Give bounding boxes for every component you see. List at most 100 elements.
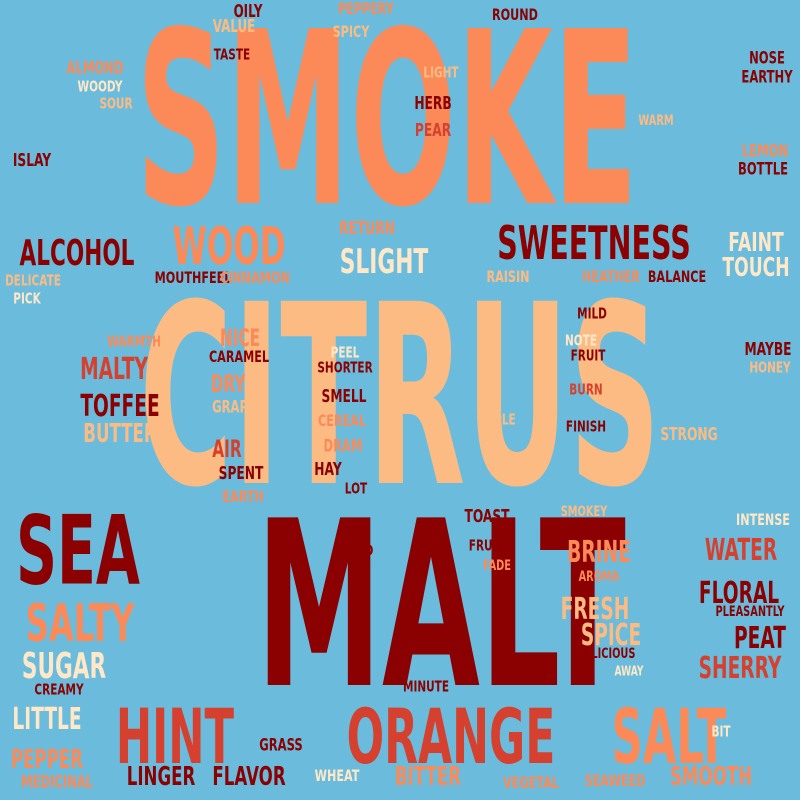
word-citrus: CITRUS: [139, 251, 661, 542]
word-lemon: LEMON: [741, 141, 789, 162]
word-cereal: CEREAL: [318, 411, 366, 430]
word-orange: ORANGE: [346, 692, 556, 781]
word-hint: HINT: [115, 692, 235, 781]
word-faint: FAINT: [728, 228, 784, 258]
word-wheat: WHEAT: [314, 766, 360, 785]
word-apple: APPLE: [478, 410, 516, 429]
word-end: END: [348, 541, 374, 560]
word-delicious: DELICIOUS: [576, 646, 636, 662]
word-touch: TOUCH: [722, 253, 790, 283]
word-burn: BURN: [569, 380, 603, 399]
word-pear: PEAR: [414, 120, 452, 141]
word-cinnamon: CINNAMON: [220, 268, 290, 287]
word-malt: MALT: [256, 473, 626, 740]
word-warmth: WARMTH: [107, 332, 161, 351]
word-aroma: AROMA: [578, 569, 620, 585]
word-pick: PICK: [13, 289, 41, 308]
word-caramel: CARAMEL: [208, 347, 270, 366]
word-grape: GRAPE: [212, 397, 256, 418]
word-round: ROUND: [492, 5, 538, 24]
word-lot: LOT: [344, 479, 368, 498]
word-pleasantly: PLEASANTLY: [715, 604, 785, 620]
word-vegetal: VEGETAL: [503, 773, 559, 792]
word-maybe: MAYBE: [744, 339, 792, 360]
word-heather: HEATHER: [581, 267, 641, 286]
word-smell: SMELL: [321, 386, 367, 407]
word-woody: WOODY: [77, 77, 123, 96]
word-little: LITTLE: [12, 702, 82, 737]
word-smoke: SMOKE: [135, 0, 639, 260]
word-nice: NICE: [219, 324, 261, 352]
word-medicinal: MEDICINAL: [20, 772, 94, 793]
word-sherry: SHERRY: [698, 651, 782, 686]
word-away: AWAY: [614, 664, 644, 680]
word-sea: SEA: [15, 496, 141, 607]
word-toast: TOAST: [464, 506, 510, 527]
word-value: VALUE: [212, 16, 256, 37]
word-hay: HAY: [314, 459, 342, 480]
word-oily: OILY: [233, 1, 263, 22]
word-intense: INTENSE: [736, 510, 790, 529]
word-toffee: TOFFEE: [80, 389, 160, 424]
word-peppery: PEPPERY: [337, 0, 395, 18]
word-fruit: FRUIT: [570, 346, 606, 365]
word-water: WATER: [704, 533, 778, 568]
word-nose: NOSE: [749, 48, 785, 69]
word-herb: HERB: [414, 93, 452, 114]
word-delicate: DELICATE: [5, 271, 61, 290]
word-almond: ALMOND: [66, 58, 124, 79]
word-finish: FINISH: [565, 417, 607, 436]
word-spicy: SPICY: [332, 22, 370, 41]
word-floral: FLORAL: [698, 576, 780, 611]
word-fresh: FRESH: [560, 592, 630, 627]
word-note: NOTE: [564, 331, 598, 350]
word-sugar: SUGAR: [21, 646, 107, 687]
word-mouthfeel: MOUTHFEEL: [154, 268, 232, 287]
word-bitter: BITTER: [394, 762, 462, 792]
word-taste: TASTE: [213, 45, 251, 64]
word-spent: SPENT: [218, 463, 264, 484]
word-smokey: SMOKEY: [560, 504, 608, 520]
word-sour: SOUR: [99, 94, 133, 113]
word-fade: FADE: [483, 558, 511, 574]
word-grass: GRASS: [259, 735, 303, 756]
word-dry: DRY: [210, 370, 246, 398]
word-salty: SALTY: [25, 594, 135, 654]
word-flavor: FLAVOR: [212, 762, 286, 792]
word-butter: BUTTER: [83, 419, 157, 449]
word-balance: BALANCE: [647, 267, 707, 286]
word-bottle: BOTTLE: [738, 159, 788, 180]
word-nut: NUT: [343, 518, 371, 537]
word-creamy: CREAMY: [34, 680, 84, 699]
word-light: LIGHT: [423, 63, 459, 82]
word-honey: HONEY: [749, 358, 791, 377]
word-bit: BIT: [711, 722, 731, 741]
word-alcohol: ALCOHOL: [19, 233, 135, 274]
word-peel: PEEL: [330, 343, 360, 362]
word-slight: SLIGHT: [339, 242, 429, 282]
word-raisin: RAISIN: [486, 267, 530, 286]
word-return: RETURN: [339, 218, 395, 239]
word-seaweed: SEAWEED: [584, 771, 646, 790]
word-dram: DRAM: [323, 436, 363, 457]
word-brine: BRINE: [567, 535, 631, 570]
word-air: AIR: [212, 435, 242, 463]
word-sweetness: SWEETNESS: [497, 216, 691, 270]
word-minute: MINUTE: [402, 677, 450, 696]
word-islay: ISLAY: [12, 150, 52, 171]
word-linger: LINGER: [126, 762, 196, 792]
word-earth: EARTH: [222, 487, 264, 506]
word-peat: PEAT: [734, 621, 786, 656]
word-strong: STRONG: [660, 424, 718, 445]
word-malty: MALTY: [80, 352, 148, 387]
word-smooth: SMOOTH: [669, 762, 753, 792]
word-mild: MILD: [577, 304, 607, 323]
word-shorter: SHORTER: [317, 358, 373, 377]
word-salt: SALT: [611, 692, 727, 781]
word-wood: WOOD: [172, 217, 286, 277]
word-pepper: PEPPER: [10, 745, 84, 775]
word-spice: SPICE: [580, 618, 642, 653]
word-warm: WARM: [638, 113, 674, 129]
word-fruity: FRUITY: [468, 536, 512, 555]
